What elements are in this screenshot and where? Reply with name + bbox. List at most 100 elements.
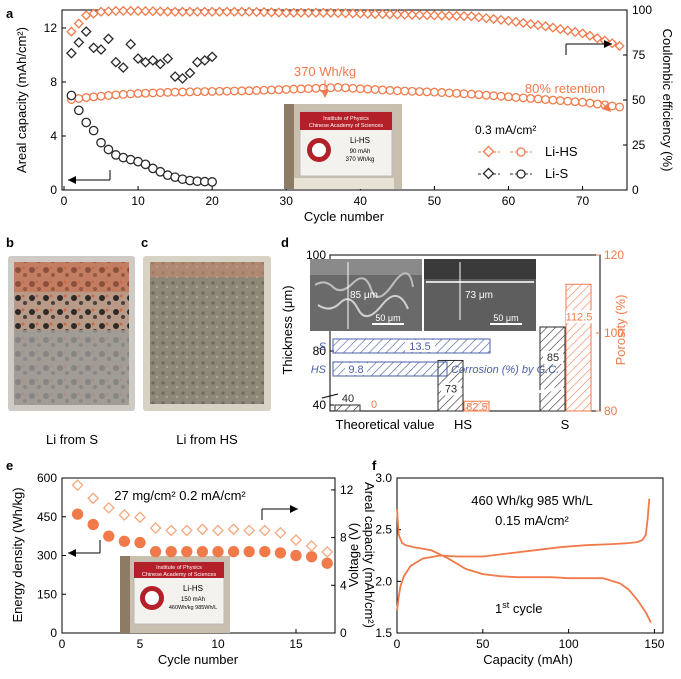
x-tick-label-e: 10 <box>211 637 225 651</box>
marker-li-hs-ce <box>303 7 314 18</box>
marker-energy-density <box>321 557 333 569</box>
marker-areal-capacity <box>227 523 240 536</box>
marker-energy-density <box>259 545 271 558</box>
y2-tick-label-e: 12 <box>340 483 354 497</box>
marker-li-hs-ce <box>207 6 218 17</box>
inset-e-energy: 460Wh/kg 985Wh/L <box>169 605 217 611</box>
marker-areal-capacity <box>165 524 178 537</box>
marker-li-hs-ce <box>407 9 418 20</box>
marker-li-hs-capacity <box>200 87 210 97</box>
legend-li-hs: Li-HS <box>478 144 578 159</box>
marker-li-hs-capacity <box>289 84 299 94</box>
marker-li-hs-capacity <box>348 83 358 93</box>
x-axis-label-f: Capacity (mAh) <box>483 652 573 667</box>
marker-li-hs-capacity <box>252 86 262 95</box>
y2-axis-label-d: Porosity (%) <box>613 295 628 366</box>
marker-li-hs-capacity <box>392 86 402 96</box>
marker-li-hs-ce <box>495 14 507 26</box>
marker-energy-density <box>290 549 302 562</box>
marker-li-hs-capacity <box>215 86 225 96</box>
marker-li-s-ce <box>177 72 188 84</box>
marker-li-hs-capacity <box>266 85 276 95</box>
y-axis-label-e: Energy density (Wh/kg) <box>10 487 25 622</box>
panel-d: d Thickness (μm) Porosity (%) 4080901008… <box>280 235 628 432</box>
inset-a-line1: Institute of Physics <box>323 116 369 122</box>
marker-li-hs-ce <box>288 7 299 18</box>
marker-li-hs-ce <box>614 40 625 52</box>
marker-li-hs-ce <box>488 13 499 25</box>
marks-a <box>65 5 625 187</box>
marker-li-hs-capacity <box>170 87 180 97</box>
y-tick-label-f: 2.0 <box>375 574 392 588</box>
marker-areal-capacity <box>196 523 209 536</box>
x-tick-label-a: 50 <box>428 194 442 208</box>
bar-label-porosity: 82.5 <box>466 401 487 413</box>
inset-photo-a: Institute of Physics Chinese Academy of … <box>284 104 402 189</box>
marker-li-hs-capacity <box>481 90 491 100</box>
panel-label-f: f <box>372 458 377 473</box>
sem-hs-scale: 50 μm <box>493 313 518 323</box>
marker-li-hs-ce <box>184 6 196 17</box>
corrosion-value-hs: 9.8 <box>348 364 363 376</box>
marker-li-hs-ce <box>421 10 433 21</box>
y-axis-label-a: Areal capacity (mAh/cm²) <box>14 27 29 173</box>
marker-areal-capacity <box>71 479 84 492</box>
marker-li-hs-ce <box>318 7 329 18</box>
marker-li-hs-capacity <box>192 87 202 97</box>
marker-li-hs-ce <box>125 5 136 17</box>
marker-li-hs-ce <box>444 10 455 21</box>
annotation-retention: 80% retention <box>525 81 605 96</box>
annotation-f-energy: 460 Wh/kg 985 Wh/L <box>471 493 592 508</box>
marker-li-s-ce <box>95 44 107 56</box>
bar-porosity <box>565 283 592 412</box>
marker-li-s-capacity <box>66 90 77 101</box>
y-tick-label-e: 150 <box>37 587 57 601</box>
axis-arrows-e <box>68 505 298 557</box>
y-axis-label-f: Voltage (V) <box>346 523 361 587</box>
legend-li-s: Li-S <box>478 166 568 181</box>
x-tick-label-a: 30 <box>280 194 294 208</box>
bars-d: 40 0 73 82.5 85 112.5 <box>334 283 592 413</box>
panel-b: b Li from S <box>6 235 135 447</box>
y2-axis-label-e: Areal capacity (mAh/cm²) <box>362 482 377 628</box>
marker-li-hs-ce <box>510 16 522 27</box>
y-tick-label-a: 0 <box>50 183 57 197</box>
y-tick-label-f: 3.0 <box>375 471 392 485</box>
inset-e-line2: Chinese Academy of Sciences <box>142 572 217 578</box>
marker-li-hs-ce <box>466 11 477 22</box>
marker-li-hs-ce <box>88 8 99 19</box>
marker-energy-density <box>196 545 209 558</box>
corrosion-value-s: 13.5 <box>409 341 430 353</box>
marker-energy-density <box>212 545 224 558</box>
marker-energy-density <box>71 508 84 520</box>
marker-li-hs-ce <box>273 7 284 18</box>
marker-li-hs-capacity <box>355 84 365 94</box>
marker-li-s-ce <box>110 56 122 68</box>
annotation-f-cycle: 1st cycle <box>495 600 542 616</box>
marker-li-hs-capacity <box>274 85 284 95</box>
marker-li-hs-capacity <box>155 88 165 98</box>
x-categories-d: Theoretical value HS S <box>336 417 570 432</box>
marker-li-hs-capacity <box>103 91 113 100</box>
y2-tick-label-e: 4 <box>340 578 347 592</box>
inset-photo-e: Institute of Physics Chinese Academy of … <box>120 556 230 633</box>
marker-li-hs-ce <box>103 6 114 17</box>
marker-li-s-ce <box>132 53 144 65</box>
marker-li-s-capacity <box>103 144 114 155</box>
bar-label-porosity: 0 <box>371 399 377 411</box>
x-tick-label-a: 10 <box>131 194 145 208</box>
corrosion-label-s: S <box>319 341 327 353</box>
axis-break-d <box>321 393 339 399</box>
marker-li-hs-capacity <box>370 85 380 94</box>
marker-li-hs-ce <box>377 9 388 20</box>
marker-li-hs-ce <box>592 33 603 44</box>
marker-li-hs-capacity <box>148 88 158 98</box>
marker-li-hs-ce <box>140 5 151 17</box>
marker-li-hs-capacity <box>163 87 173 97</box>
panel-label-d: d <box>281 235 289 250</box>
marker-energy-density <box>134 536 146 549</box>
corrosion-title: Corrosion (%) by G.C. <box>451 364 559 376</box>
inset-e-line1: Institute of Physics <box>156 565 202 571</box>
bar-label-thickness: 73 <box>445 383 457 395</box>
